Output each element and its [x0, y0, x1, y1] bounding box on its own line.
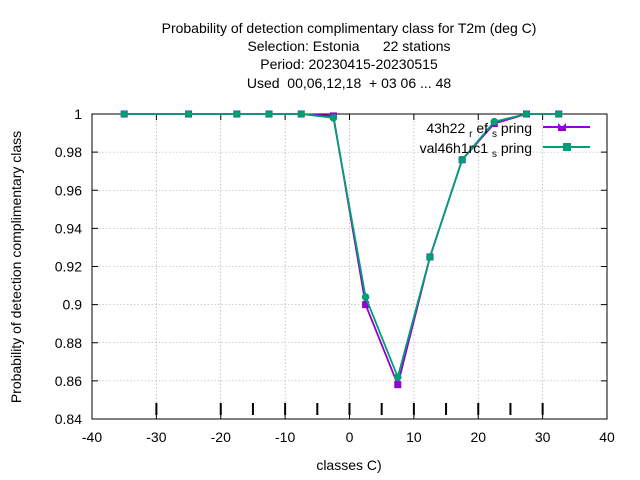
y-tick-label: 0.96	[55, 182, 82, 198]
data-point-series-2	[490, 117, 499, 126]
x-axis-label: classes C)	[316, 457, 381, 473]
y-tick-label: 0.9	[63, 297, 83, 313]
data-point-series-2	[184, 110, 193, 118]
data-point-series-1	[362, 301, 370, 309]
x-tick-label: 20	[470, 429, 486, 445]
grid-lines	[92, 114, 607, 419]
y-tick-label: 0.86	[55, 373, 82, 389]
series-layer	[120, 110, 563, 389]
x-tick-label: -30	[146, 429, 166, 445]
legend: 43h22 r ef s pring val46h1rc1 s pring	[420, 120, 590, 160]
legend-marker-series-1	[558, 123, 566, 131]
y-axis-label: Probability of detection complimentary c…	[8, 131, 24, 403]
y-axis: 0.84 0.86 0.88 0.9 0.92 0.94 0.96 0.98 1	[55, 106, 607, 427]
x-tick-label: -10	[275, 429, 295, 445]
data-point-series-2	[554, 110, 563, 118]
y-tick-label: 0.92	[55, 259, 82, 275]
data-point-series-2	[426, 253, 434, 261]
data-point-series-2	[120, 110, 128, 118]
legend-marker-series-2	[563, 143, 571, 151]
y-tick-label: 0.94	[55, 220, 82, 236]
chart-title-line-2: Selection: Estonia 22 stations	[247, 38, 450, 54]
x-tick-label: 40	[599, 429, 615, 445]
data-point-series-2	[393, 373, 402, 381]
y-tick-label: 0.98	[55, 144, 82, 160]
x-tick-label: 30	[535, 429, 551, 445]
data-point-series-2	[233, 110, 241, 118]
y-tick-label: 1	[74, 106, 82, 122]
y-tick-label: 0.88	[55, 335, 82, 351]
chart-title-line-4: Used 00,06,12,18 + 03 06 ... 48	[247, 75, 452, 91]
chart-title-line-1: Probability of detection complimentary c…	[162, 20, 537, 36]
x-tick-label: 0	[346, 429, 354, 445]
data-point-series-2	[329, 114, 338, 122]
legend-label-series-1: 43h22 r ef s pring	[426, 120, 532, 140]
x-tick-label: 10	[406, 429, 422, 445]
data-point-series-2	[265, 110, 273, 118]
x-tick-label: -20	[211, 429, 231, 445]
class-markers	[155, 403, 544, 415]
data-point-series-1	[394, 381, 402, 389]
y-tick-label: 0.84	[55, 411, 82, 427]
data-point-series-2	[522, 110, 531, 118]
data-point-series-2	[361, 293, 370, 301]
x-axis: -40 -30 -20 -10 0 10 20 30 40	[82, 114, 615, 445]
x-tick-label: -40	[82, 429, 102, 445]
data-point-series-2	[458, 155, 466, 164]
chart-title-line-3: Period: 20230415-20230515	[260, 56, 438, 72]
legend-label-series-2: val46h1rc1 s pring	[420, 140, 532, 160]
data-point-series-2	[297, 110, 306, 118]
